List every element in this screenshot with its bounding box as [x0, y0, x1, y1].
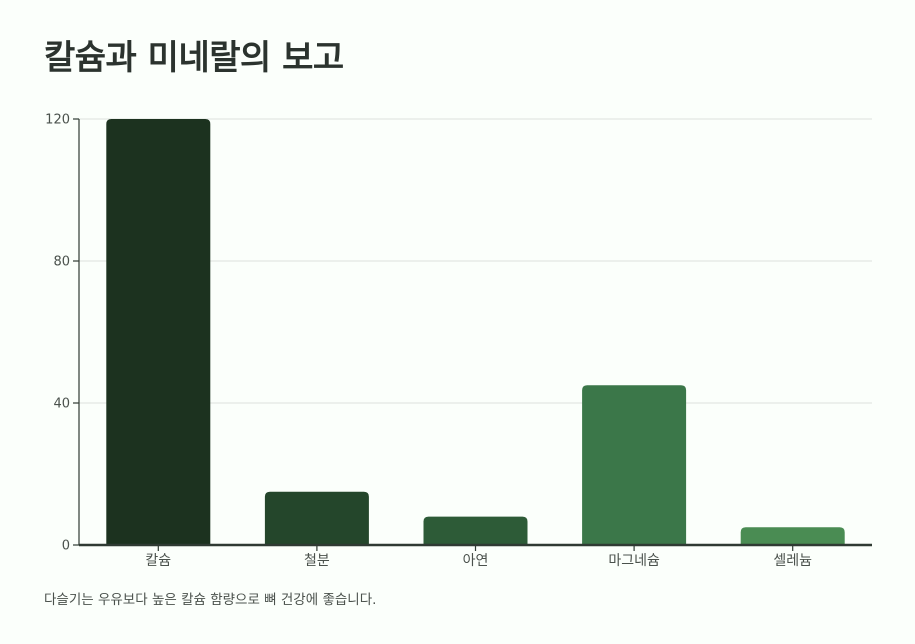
x-tick-label: 셀레늄 [773, 553, 812, 569]
x-tick-label: 마그네슘 [608, 553, 660, 569]
chart-title: 칼슘과 미네랄의 보고 [44, 38, 344, 78]
grid-lines [79, 118, 872, 404]
axes [73, 118, 872, 551]
x-tick-label: 철분 [304, 553, 330, 569]
x-tick-label: 아연 [463, 553, 489, 569]
chart-caption: 다슬기는 우유보다 높은 칼슘 함량으로 뼈 건강에 좋습니다. [44, 592, 377, 608]
y-tick-label: 40 [53, 397, 70, 412]
bar-3 [423, 516, 528, 545]
labels: 0 40 80 120 칼슘 철분 아연 마그네슘 셀레늄 [45, 113, 812, 570]
bar-4 [582, 385, 687, 545]
y-tick-label: 120 [45, 113, 70, 128]
bars [106, 119, 845, 545]
bar-5 [740, 527, 845, 545]
bar-1 [106, 119, 211, 545]
y-tick-label: 80 [53, 255, 70, 270]
bar-2 [264, 491, 369, 545]
x-tick-label: 칼슘 [145, 553, 171, 569]
y-tick-label: 0 [62, 539, 70, 554]
